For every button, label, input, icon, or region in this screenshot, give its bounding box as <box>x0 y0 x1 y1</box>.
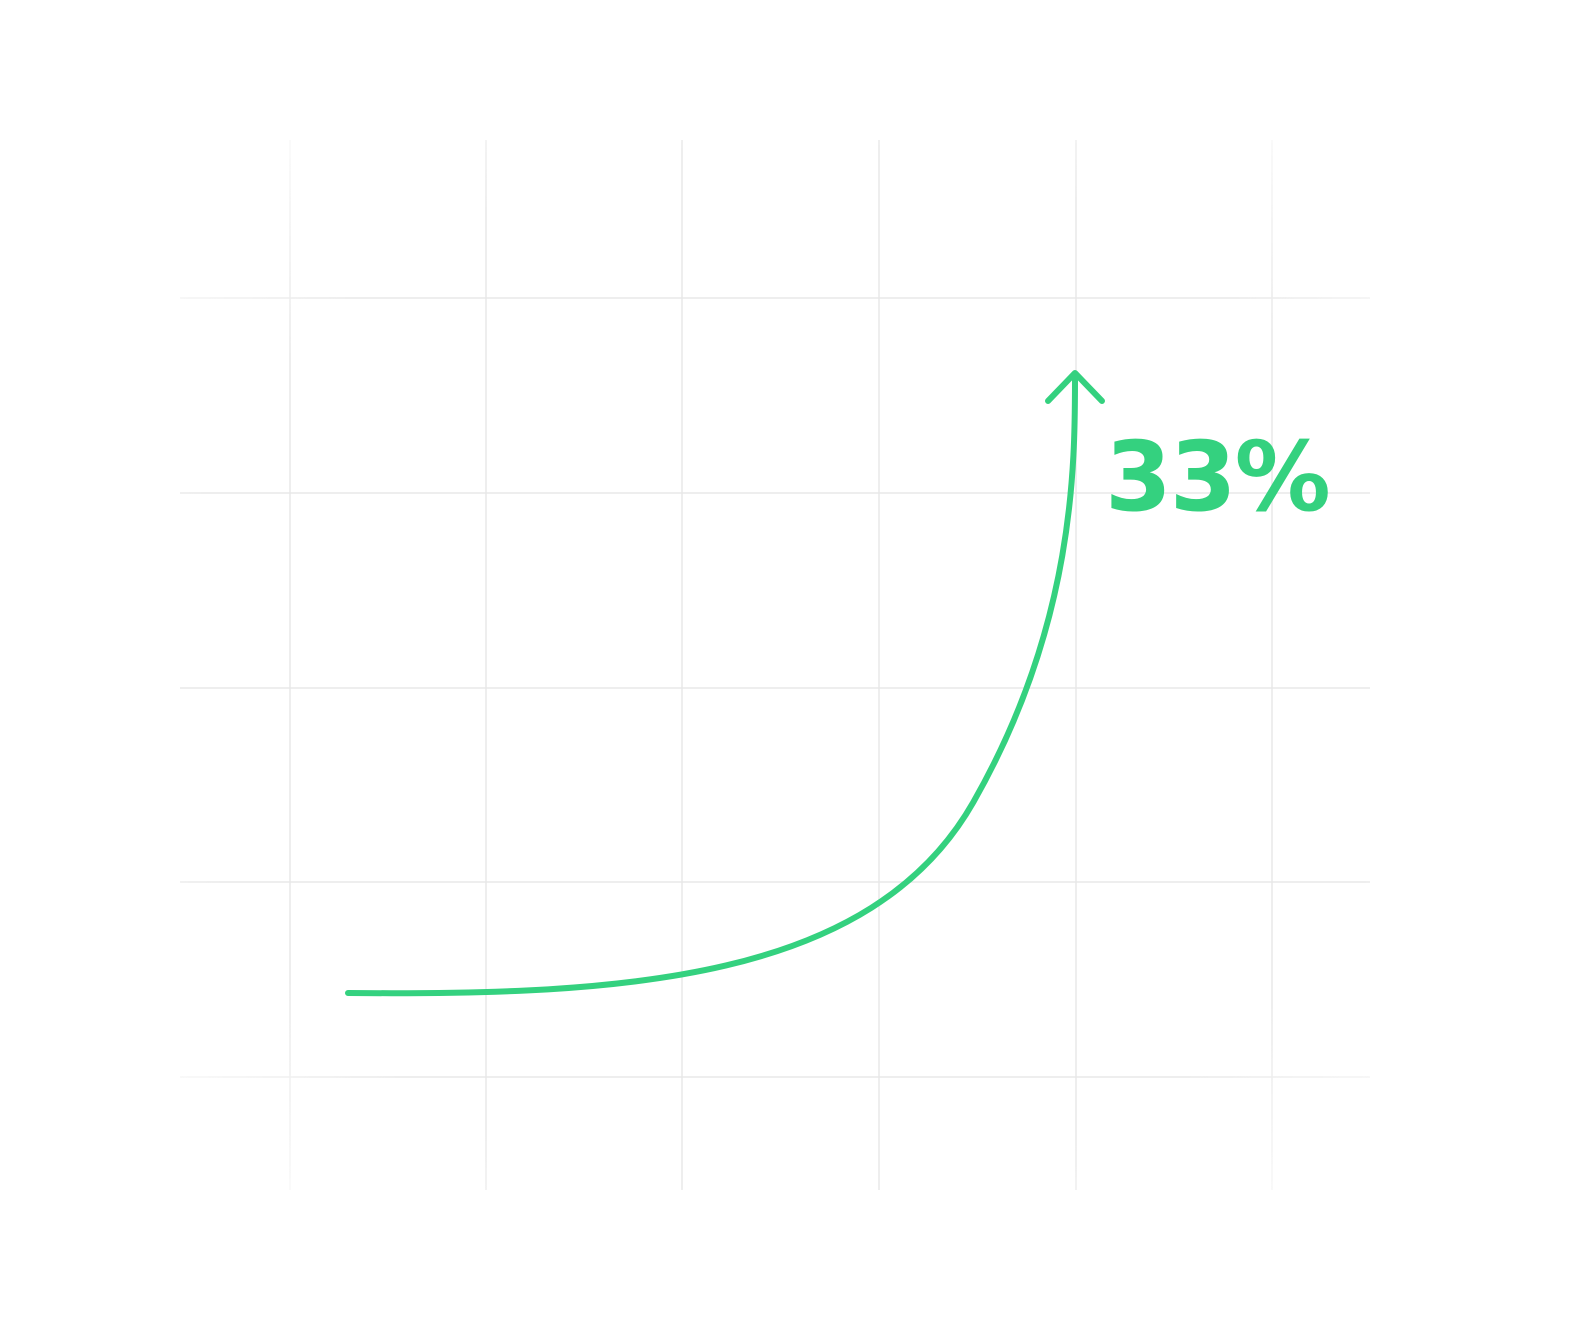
growth-percentage-label: 33% <box>1105 421 1329 533</box>
growth-curve <box>345 375 1078 997</box>
arrow-head-icon <box>1045 370 1105 404</box>
grid <box>180 140 1370 1190</box>
